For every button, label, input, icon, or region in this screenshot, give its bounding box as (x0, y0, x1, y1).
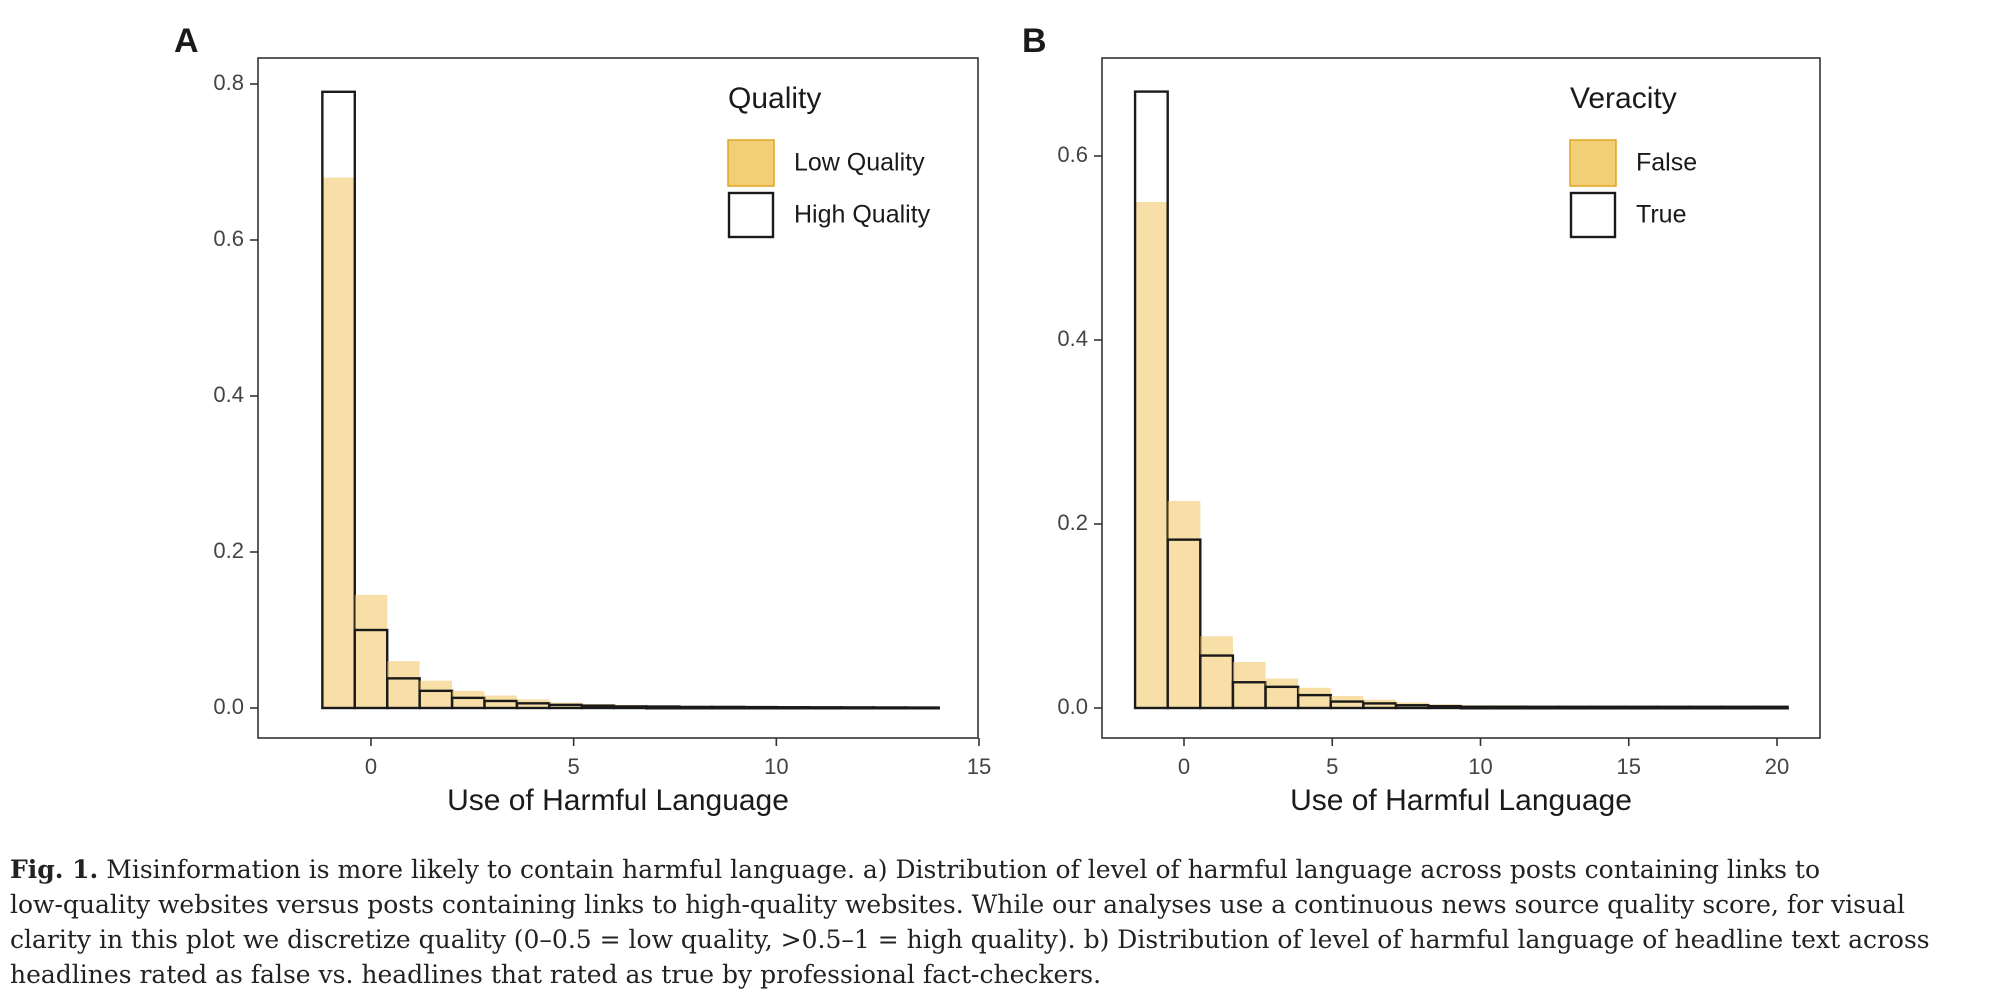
bar-high-quality (677, 705, 713, 710)
x-tick-label: 10 (764, 754, 788, 779)
bar-true (1622, 705, 1659, 710)
y-tick-label: 0.2 (1057, 510, 1088, 535)
bar-low-quality (419, 680, 453, 708)
legend-key-false (1569, 139, 1617, 187)
x-axis-label: Use of Harmful Language (1290, 784, 1632, 817)
bar-high-quality (645, 705, 681, 710)
bar-true (1524, 705, 1561, 710)
legend-label: Low Quality (794, 149, 925, 177)
panel-a (250, 57, 980, 746)
bar-true (1688, 705, 1724, 710)
bar-true (1166, 538, 1202, 710)
y-tick-label: 0.4 (213, 382, 244, 407)
bar-true (1655, 705, 1692, 710)
legend-key-high-quality (727, 191, 775, 239)
bar-false (1265, 678, 1299, 708)
legend-title: Quality (728, 82, 821, 115)
legend-key-true (1569, 191, 1617, 239)
legend-label: True (1636, 201, 1686, 229)
bar-low-quality (354, 594, 388, 708)
legend-label: High Quality (794, 201, 931, 229)
figure: A 0.0 0.2 0.4 0.6 0.8 0 5 10 15 Use of Harmful Lan… (174, 22, 1821, 817)
bar-true (1590, 705, 1626, 710)
bar-low-quality (452, 690, 485, 708)
x-tick-label: 0 (1178, 754, 1190, 779)
bar-false (1232, 662, 1266, 708)
y-tick-label: 0.0 (213, 694, 244, 719)
bar-true (1557, 705, 1594, 710)
bar-true (1459, 705, 1496, 710)
bar-true (1720, 705, 1757, 710)
x-tick-label: 0 (365, 754, 377, 779)
x-tick-label: 10 (1468, 754, 1492, 779)
legend-label: False (1636, 149, 1697, 177)
bar-false (1135, 202, 1168, 708)
x-tick-label: 5 (568, 754, 580, 779)
y-tick-label: 0.0 (1057, 694, 1088, 719)
bar-low-quality (387, 661, 420, 708)
x-tick-label: 20 (1765, 754, 1789, 779)
bar-high-quality (709, 705, 746, 710)
legend-key-low-quality (727, 139, 775, 187)
bar-low-quality (322, 177, 355, 709)
panel-b (1094, 57, 1821, 746)
legend-title: Veracity (1570, 82, 1677, 115)
bar-true (1133, 90, 1169, 710)
bar-false (1298, 687, 1331, 708)
bar-true (1753, 705, 1789, 710)
x-tick-label: 15 (1617, 754, 1641, 779)
caption-line-1: Fig. 1. Misinformation is more likely to … (10, 852, 1990, 887)
y-tick-label: 0.8 (213, 70, 244, 95)
panel-label: A (174, 22, 199, 60)
bar-high-quality (580, 704, 616, 710)
bar-high-quality (742, 705, 778, 710)
bar-high-quality (613, 705, 648, 710)
bar-high-quality (353, 628, 389, 710)
bar-true (1427, 704, 1463, 710)
bar-high-quality (321, 90, 356, 710)
caption-label: Fig. 1. (10, 855, 99, 884)
x-axis-label: Use of Harmful Language (447, 784, 789, 817)
x-tick-label: 15 (967, 754, 991, 779)
y-tick-label: 0.6 (213, 226, 244, 251)
caption-line-4: headlines rated as false vs. headlines t… (10, 960, 1102, 989)
bar-true (1492, 705, 1528, 710)
y-tick-label: 0.6 (1057, 142, 1088, 167)
caption-text-1: Misinformation is more likely to contain… (106, 855, 1821, 884)
y-tick-label: 0.4 (1057, 326, 1088, 351)
bar-false (1167, 501, 1201, 708)
y-tick-label: 0.2 (213, 538, 244, 563)
x-tick-label: 5 (1326, 754, 1338, 779)
plot-frame (1101, 57, 1821, 739)
figure-caption: Fig. 1. Misinformation is more likely to … (10, 852, 1990, 992)
bar-false (1200, 636, 1233, 708)
caption-line-3: clarity in this plot we discretize quali… (10, 925, 1930, 954)
caption-line-2: low-quality websites versus posts contai… (10, 890, 1905, 919)
panel-label: B (1022, 22, 1047, 60)
